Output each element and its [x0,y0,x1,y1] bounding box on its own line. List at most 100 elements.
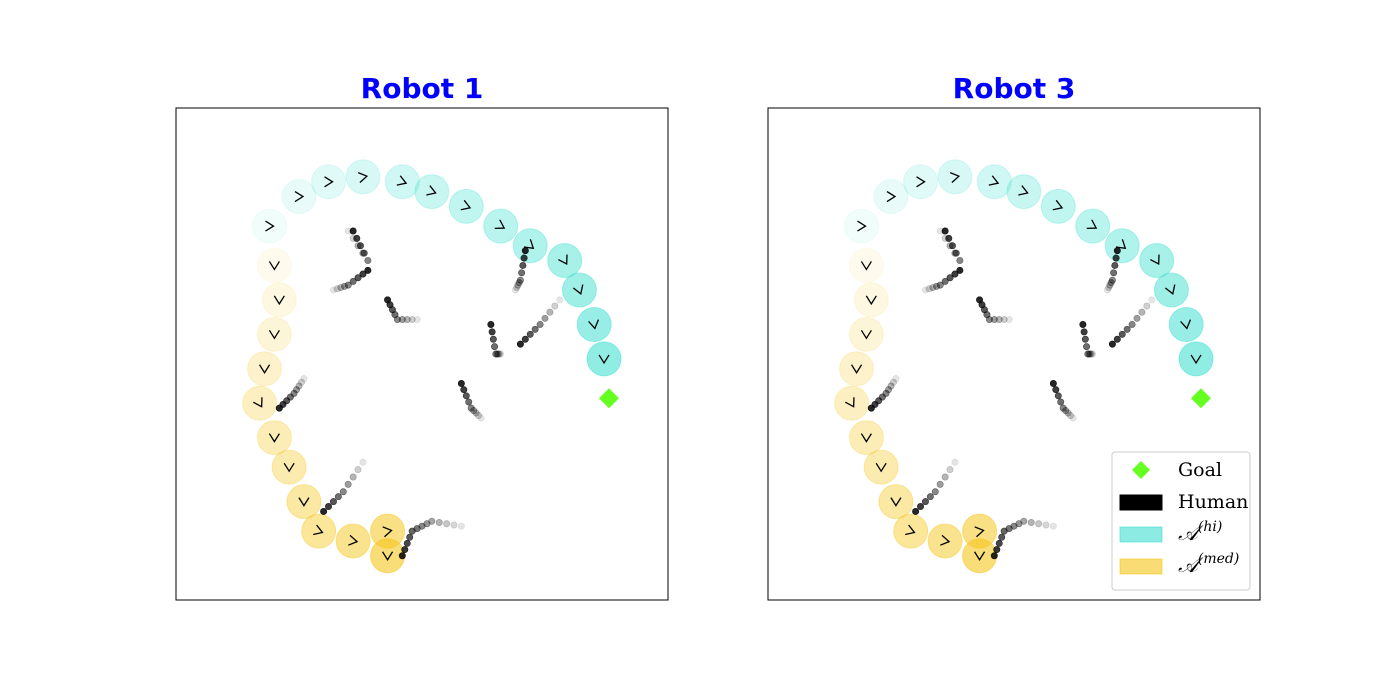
heading-arrow [523,239,535,250]
human-point [946,274,954,282]
heading-arrow [860,261,872,271]
robot-pose-hi [512,228,548,264]
robot-circle [256,247,292,283]
human-point [1118,330,1126,338]
robot-circle [976,164,1012,200]
heading-arrow [268,261,280,271]
robot-pose-hi [414,174,450,210]
robot-pose-hi [586,341,622,377]
heading-arrow [1150,254,1160,266]
human-point [1083,343,1091,351]
human-point [952,249,960,257]
human-trajectory [329,266,372,294]
heading-arrow [588,319,600,330]
human-point [931,488,939,496]
robot-circle [561,272,597,308]
heading-arrow [857,220,867,232]
human-point [941,473,949,481]
robot-pose-hi [903,164,939,200]
heading-arrow [283,462,295,473]
human-point [945,234,953,242]
human-trajectory [398,517,465,560]
human-point [401,546,409,554]
human-point [1113,247,1121,255]
robot-circle [848,420,884,456]
human-point [356,242,364,250]
robot-pose-hi [976,164,1012,200]
human-trajectory [320,458,367,515]
human-point [1138,308,1146,316]
robot-circle [547,243,583,279]
human-point [462,392,470,400]
heading-arrow [273,295,285,306]
human-trajectory [511,247,529,294]
robot-pose-med [286,484,322,520]
robot-circle [261,282,297,318]
human-point [878,393,886,401]
human-point [941,234,949,242]
robot-pose-med [834,385,870,421]
human-point [983,311,991,319]
human-point [1052,386,1060,394]
robot-circle [271,449,307,485]
robot-circle [843,208,879,244]
robot-pose-med [261,282,297,318]
human-point [333,285,341,293]
heading-arrow [324,176,334,188]
heading-arrow [949,172,961,183]
legend-entry-hi: 𝒜(hi) [1119,519,1222,545]
human-point [488,328,496,336]
robot-circle [1168,306,1204,342]
robot-pose-med [893,513,929,549]
axes-frame [767,107,1261,601]
human-point [329,498,337,506]
human-point [956,266,964,274]
heading-arrow [890,497,902,507]
robot-pose-med [848,420,884,456]
robot-pose-med [247,351,283,387]
human-trajectory [912,458,959,515]
human-point [936,227,944,235]
human-point [359,458,367,466]
human-point [515,279,523,287]
human-point [334,493,342,501]
human-point [1081,335,1089,343]
human-point [516,340,524,348]
heading-arrow [268,329,280,340]
human-point [889,378,897,386]
human-point [428,517,436,525]
human-point [1087,350,1095,358]
human-point [393,316,401,324]
human-point [995,316,1003,324]
legend-box [1111,451,1251,591]
human-point [475,411,483,419]
heading-arrow [1190,354,1202,365]
robot-circle [512,228,548,264]
robot-circle [1153,272,1189,308]
robot-pose-med [853,282,889,318]
human-point [1112,254,1120,262]
robot-circle [301,513,337,549]
robot-circle [251,208,287,244]
human-point [406,533,414,541]
human-point [946,466,954,474]
robot-circle [448,188,484,224]
robot-pose-med [927,523,963,559]
heading-arrow [357,172,369,183]
human-point [1027,519,1035,527]
axes-frame [175,107,669,601]
human-point [341,282,349,290]
robot-circle [345,159,381,195]
human-trajectory [344,227,372,265]
legend-entry-goal: Goal [1132,459,1222,481]
human-point [354,274,362,282]
robot-circle [335,523,371,559]
heading-arrow [865,295,877,306]
heading-arrow [845,397,855,408]
human-point [1054,392,1062,400]
human-point [1106,281,1114,289]
robot-circle [586,341,622,377]
human-trajectory [457,380,485,422]
goal-marker [598,388,619,409]
